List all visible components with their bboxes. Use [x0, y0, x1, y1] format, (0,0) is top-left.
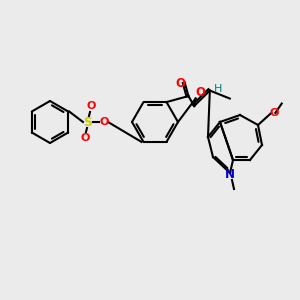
Text: N: N	[225, 167, 235, 181]
Text: O: O	[80, 133, 90, 143]
Text: O: O	[176, 77, 186, 90]
Text: O: O	[196, 86, 206, 99]
Text: O: O	[99, 117, 109, 127]
Text: S: S	[83, 116, 92, 128]
Text: H: H	[214, 84, 222, 94]
Text: O: O	[86, 101, 96, 111]
Text: O: O	[270, 108, 279, 118]
